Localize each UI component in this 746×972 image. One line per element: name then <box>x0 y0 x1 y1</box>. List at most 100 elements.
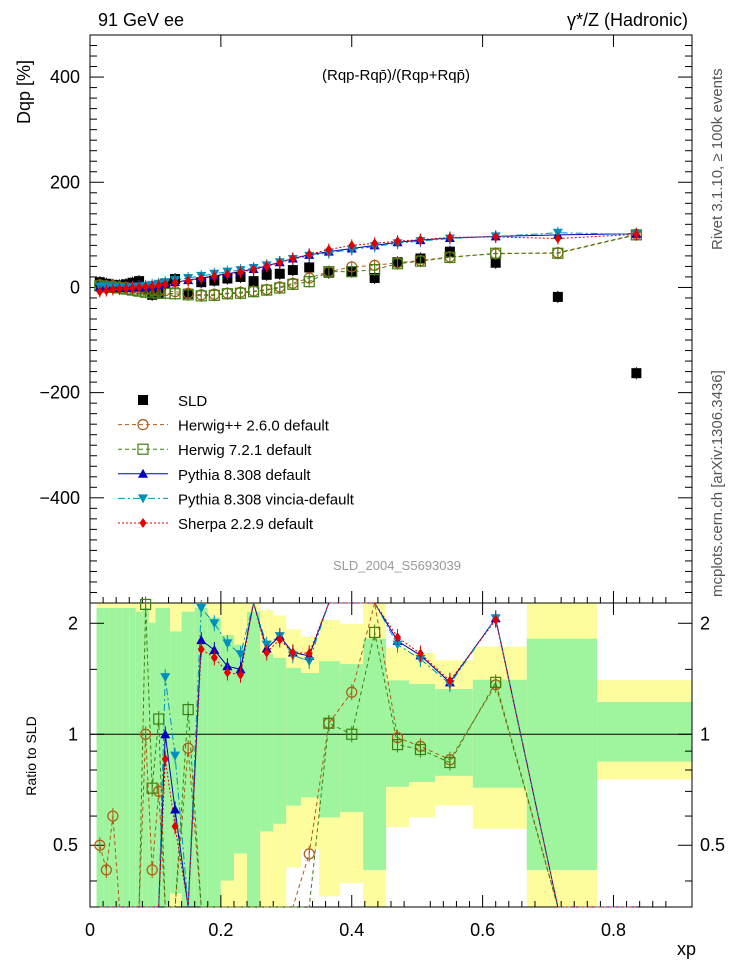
point-sld <box>261 269 272 280</box>
band-green-14 <box>207 617 221 907</box>
ratio-point-herwig-7-2-1-default <box>140 598 152 611</box>
point-sherpa-2-2-9-default <box>148 281 156 292</box>
axes: 0 0.2 0.4 0.6 0.8 400 200 0 −200 −400 2 2 1 1 0.5 0.5 <box>39 35 725 940</box>
point-sherpa-2-2-9-default <box>394 236 402 247</box>
point-sherpa-2-2-9-default <box>197 273 205 284</box>
point-herwig-7-2-1-default <box>234 287 247 299</box>
point-sherpa-2-2-9-default <box>492 231 500 242</box>
ratio-point-herwig-2-6-0-default <box>303 848 315 860</box>
point-sherpa-2-2-9-default <box>305 249 313 260</box>
series-line-sherpa-2-2-9-default <box>99 233 637 293</box>
legend-marker-sld <box>138 395 148 405</box>
band-green-26 <box>408 684 436 782</box>
legend-label-sld: SLD <box>178 393 207 410</box>
point-sherpa-2-2-9-default <box>289 253 297 264</box>
ratio-point-herwig-7-2-1-default <box>153 713 165 725</box>
ratio-points <box>94 596 502 878</box>
y-tick-label: 400 <box>50 67 80 87</box>
ratio-y-tick-label: 1 <box>68 724 78 744</box>
point-herwig-7-2-1-default <box>391 258 404 270</box>
legend-label-sherpa-2-2-9-default: Sherpa 2.2.9 default <box>178 516 314 533</box>
ratio-point-pythia-8-308-vincia-default <box>235 650 246 660</box>
point-sherpa-2-2-9-default <box>416 234 424 245</box>
ratio-point-sherpa-2-2-9-default <box>161 753 169 764</box>
point-herwig-7-2-1-default <box>221 288 234 300</box>
point-sherpa-2-2-9-default <box>223 269 231 280</box>
ratio-point-sherpa-2-2-9-default <box>237 669 244 680</box>
point-herwig-7-2-1-default <box>169 288 181 300</box>
point-sherpa-2-2-9-default <box>250 264 258 275</box>
point-herwig-7-2-1-default <box>490 247 502 259</box>
ratio-point-pythia-8-308-default <box>196 635 207 645</box>
point-sherpa-2-2-9-default <box>371 238 379 249</box>
ratio-point-herwig-7-2-1-default <box>391 738 404 751</box>
series-lines <box>99 232 637 297</box>
ratio-point-sherpa-2-2-9-default <box>492 614 500 625</box>
ratio-point-herwig-7-2-1-default <box>182 703 194 716</box>
point-herwig-7-2-1-default <box>182 289 194 301</box>
header-left: 91 GeV ee <box>98 10 184 30</box>
ratio-point-pythia-8-308-vincia-default <box>170 751 181 761</box>
point-herwig-7-2-1-default <box>303 276 315 288</box>
ratio-point-pythia-8-308-default <box>160 729 171 739</box>
ratio-point-pythia-8-308-vincia-default <box>304 657 315 667</box>
band-green-9 <box>155 608 162 907</box>
point-sherpa-2-2-9-default <box>155 280 163 291</box>
point-sld <box>248 276 259 287</box>
ratio-point-herwig-7-2-1-default <box>146 782 158 794</box>
point-sld <box>490 257 501 268</box>
ratio-point-sherpa-2-2-9-default <box>416 648 424 659</box>
legend-marker-pythia-8-308-vincia-default <box>138 494 148 504</box>
point-sherpa-2-2-9-default <box>446 232 454 243</box>
legend: SLD Herwig++ 2.6.0 default Herwig 7.2.1 de… <box>118 393 355 533</box>
y-tick-label: 200 <box>50 172 80 192</box>
ratio-point-sherpa-2-2-9-default <box>394 632 402 643</box>
band-green-2 <box>109 608 117 907</box>
point-sherpa-2-2-9-default <box>632 229 640 240</box>
band-green-0 <box>96 608 104 907</box>
x-tick-label: 0.6 <box>470 920 495 940</box>
point-sherpa-2-2-9-default <box>348 240 356 251</box>
band-green-20 <box>286 667 302 806</box>
ratio-point-sherpa-2-2-9-default <box>446 675 454 686</box>
point-herwig-7-2-1-default <box>346 266 358 278</box>
ratio-point-sherpa-2-2-9-default <box>223 667 231 678</box>
band-green-22 <box>319 661 341 818</box>
point-herwig-7-2-1-default <box>274 282 286 294</box>
band-green-18 <box>260 654 274 832</box>
band-green-6 <box>135 611 143 907</box>
point-sld <box>631 368 642 379</box>
point-herwig-7-2-1-default <box>195 290 207 302</box>
point-herwig-7-2-1-default <box>369 263 381 276</box>
ratio-point-sherpa-2-2-9-default <box>305 648 313 659</box>
ratio-point-herwig-2-6-0-default <box>182 742 194 754</box>
ratio-point-herwig-2-6-0-default <box>140 728 152 740</box>
band-green-5 <box>129 608 136 907</box>
ratio-point-pythia-8-308-vincia-default <box>196 604 207 614</box>
mcplots-label: mcplots.cern.ch [arXiv:1306.3436] <box>709 370 726 597</box>
ratio-point-herwig-2-6-0-default <box>153 785 165 797</box>
point-sherpa-2-2-9-default <box>276 257 284 268</box>
ratio-point-sherpa-2-2-9-default <box>289 647 297 658</box>
point-sherpa-2-2-9-default <box>171 277 179 288</box>
band-green-3 <box>116 608 123 907</box>
legend-marker-sherpa-2-2-9-default <box>139 518 147 528</box>
series-points <box>94 226 642 380</box>
formula-label: (Rqp-Rqp̄)/(Rqp+Rqp̄) <box>322 67 470 84</box>
header-right: γ*/Z (Hadronic) <box>567 10 688 30</box>
band-green-28 <box>472 679 527 788</box>
point-herwig-7-2-1-default <box>208 289 220 301</box>
point-sld <box>552 291 563 302</box>
ratio-point-pythia-8-308-default <box>170 804 181 814</box>
rivet-label: Rivet 3.1.10, ≥ 100k events <box>709 68 726 250</box>
ratio-point-herwig-7-2-1-default <box>346 728 358 740</box>
band-green-13 <box>194 608 208 907</box>
ratio-point-pythia-8-308-vincia-default <box>160 673 171 683</box>
point-herwig-7-2-1-default <box>552 247 564 259</box>
x-axis-title: xp <box>677 939 696 959</box>
ratio-point-herwig-2-6-0-default <box>146 864 158 876</box>
ratio-point-herwig-7-2-1-default <box>369 626 381 639</box>
band-green-8 <box>148 622 156 907</box>
band-green-4 <box>122 608 130 907</box>
